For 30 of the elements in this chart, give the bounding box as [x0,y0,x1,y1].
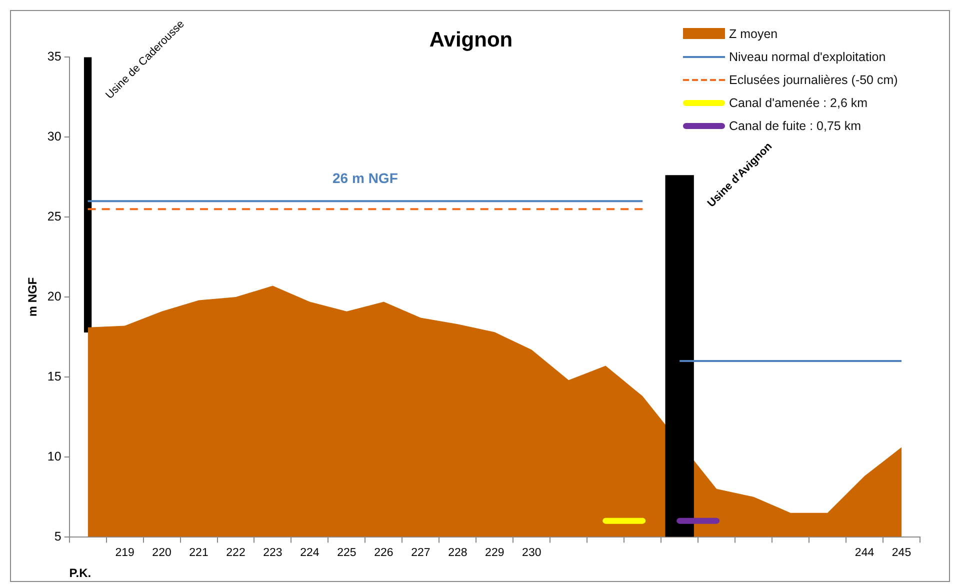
x-tick-label: 224 [300,546,320,559]
chart-title: Avignon [429,28,513,52]
x-axis-title: P.K. [69,566,92,580]
legend-label: Canal de fuite : 0,75 km [729,118,862,132]
x-tick-label: 227 [411,546,430,559]
annotation: 26 m NGF [332,170,398,186]
x-tick-label: 221 [189,546,208,559]
x-tick-label: 245 [892,546,912,559]
y-tick-label: 20 [47,289,62,304]
x-tick-label: 244 [854,546,875,559]
y-tick-label: 30 [47,130,62,144]
legend-label: Canal d'amenée : 2,6 km [729,96,868,110]
x-tick-label: 229 [485,546,504,559]
y-tick-label: 15 [47,369,62,384]
y-tick-label: 10 [47,449,62,464]
legend-label: Eclusées journalières (-50 cm) [729,72,898,86]
y-tick-label: 25 [47,210,62,224]
x-tick-label: 225 [337,546,356,559]
x-tick-label: 223 [263,546,282,559]
legend-label: Niveau normal d'exploitation [729,50,886,64]
y-axis-title: m NGF [26,277,40,317]
legend-label: Z moyen [729,26,778,40]
x-tick-label: 228 [448,546,468,559]
y-tick-label: 5 [54,529,62,544]
x-tick-label: 230 [522,546,542,559]
x-tick-label: 226 [374,546,394,559]
x-tick-label: 222 [226,546,246,559]
x-tick-label: 220 [152,546,172,559]
x-tick-label: 219 [115,546,134,559]
y-tick-label: 35 [47,50,62,64]
